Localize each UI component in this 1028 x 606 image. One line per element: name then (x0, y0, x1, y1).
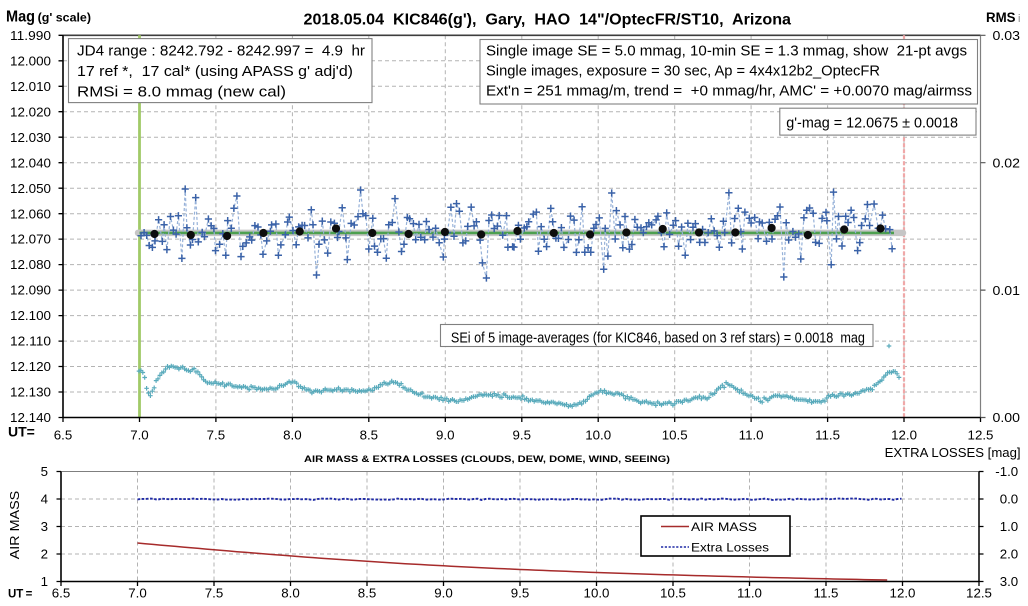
svg-text:5: 5 (41, 464, 48, 479)
svg-text:17 ref *, 17 cal* (using APAS: 17 ref *, 17 cal* (using APASS g' adj'd) (77, 64, 353, 80)
svg-text:7.0: 7.0 (130, 428, 149, 443)
svg-text:8.0: 8.0 (281, 586, 300, 601)
svg-text:g'-mag = 12.0675 ± 0.0018: g'-mag = 12.0675 ± 0.0018 (786, 116, 958, 132)
svg-text:12.120: 12.120 (10, 359, 51, 374)
svg-text:12.110: 12.110 (10, 334, 51, 349)
svg-text:12.5: 12.5 (968, 428, 994, 443)
svg-text:12.5: 12.5 (966, 586, 992, 601)
svg-text:11.5: 11.5 (814, 586, 839, 601)
svg-text:Extra Losses: Extra Losses (691, 541, 769, 555)
svg-text:EXTRA LOSSES [mag]: EXTRA LOSSES [mag] (885, 445, 1021, 460)
svg-text:AIR MASS & EXTRA LOSSES (CLOUD: AIR MASS & EXTRA LOSSES (CLOUDS, DEW, DO… (304, 454, 670, 465)
svg-text:12.100: 12.100 (10, 308, 51, 323)
svg-text:12.130: 12.130 (10, 385, 51, 400)
svg-text:8.0: 8.0 (283, 428, 302, 443)
svg-text:10.0: 10.0 (585, 428, 611, 443)
svg-text:Mag: Mag (6, 9, 35, 26)
svg-text:3: 3 (41, 519, 48, 534)
svg-text:12.030: 12.030 (10, 130, 51, 145)
svg-text:10.5: 10.5 (662, 428, 688, 443)
svg-text:12.140: 12.140 (10, 410, 51, 425)
svg-text:12.0: 12.0 (890, 586, 916, 601)
svg-text:12.000: 12.000 (10, 53, 51, 68)
svg-text:7.5: 7.5 (207, 428, 226, 443)
svg-text:7.5: 7.5 (205, 586, 224, 601)
svg-text:10.5: 10.5 (660, 586, 686, 601)
svg-text:8.5: 8.5 (358, 586, 377, 601)
svg-text:9.5: 9.5 (511, 586, 530, 601)
svg-text:11.0: 11.0 (739, 428, 764, 443)
svg-text:1: 1 (41, 574, 48, 589)
svg-text:1.0: 1.0 (1000, 519, 1019, 534)
svg-text:AIR MASS: AIR MASS (7, 491, 22, 560)
svg-text:3.0: 3.0 (1000, 574, 1019, 589)
svg-text:2.0: 2.0 (1000, 547, 1019, 562)
svg-text:-1.0: -1.0 (995, 464, 1018, 479)
svg-text:12.090: 12.090 (10, 283, 51, 298)
svg-text:Single image SE = 5.0 mmag, 10: Single image SE = 5.0 mmag, 10-min SE = … (486, 44, 967, 60)
svg-text:0.0: 0.0 (1000, 492, 1019, 507)
svg-text:0.03: 0.03 (993, 28, 1021, 43)
svg-text:12.0: 12.0 (891, 428, 917, 443)
svg-text:2: 2 (41, 547, 48, 562)
svg-text:Ext'n = 251 mmag/m, trend = +: Ext'n = 251 mmag/m, trend = +0 mmag/hr, … (486, 84, 972, 100)
svg-text:9.0: 9.0 (434, 586, 453, 601)
svg-text:2018.05.04 KIC846(g'), Gary,: 2018.05.04 KIC846(g'), Gary, HAO 14"/Opt… (304, 12, 792, 29)
svg-text:9.0: 9.0 (436, 428, 455, 443)
svg-text:12.050: 12.050 (10, 181, 51, 196)
svg-text:JD4 range : 8242.792 - 8242.99: JD4 range : 8242.792 - 8242.997 = 4.9 hr (77, 43, 365, 59)
svg-text:UT =: UT = (8, 589, 33, 601)
svg-text:RMS: RMS (986, 10, 1016, 25)
svg-text:11.990: 11.990 (10, 28, 51, 43)
svg-text:6.5: 6.5 (54, 428, 73, 443)
svg-text:7.0: 7.0 (128, 586, 147, 601)
svg-text:AIR MASS: AIR MASS (691, 520, 757, 534)
svg-text:(g' scale): (g' scale) (38, 11, 91, 25)
svg-text:9.5: 9.5 (513, 428, 532, 443)
svg-text:6.5: 6.5 (52, 586, 71, 601)
svg-text:i: i (1018, 13, 1020, 25)
svg-text:0.01: 0.01 (993, 283, 1021, 298)
svg-text:SEi of 5 image-averages (for K: SEi of 5 image-averages (for KIC846, bas… (451, 330, 865, 347)
svg-text:UT=: UT= (8, 424, 35, 440)
svg-text:Single images, exposure = 30 s: Single images, exposure = 30 sec, Ap = 4… (486, 64, 880, 80)
svg-text:12.060: 12.060 (10, 206, 51, 221)
svg-text:RMSi = 8.0 mmag (new cal): RMSi = 8.0 mmag (new cal) (77, 84, 286, 100)
svg-text:12.080: 12.080 (10, 257, 51, 272)
svg-text:0.00: 0.00 (993, 410, 1021, 425)
svg-text:11.0: 11.0 (737, 586, 762, 601)
svg-text:10.0: 10.0 (584, 586, 610, 601)
svg-text:4: 4 (41, 492, 48, 507)
svg-text:11.5: 11.5 (815, 428, 840, 443)
svg-text:12.040: 12.040 (10, 155, 51, 170)
svg-text:12.010: 12.010 (10, 79, 51, 94)
svg-text:12.020: 12.020 (10, 104, 51, 119)
svg-text:8.5: 8.5 (360, 428, 379, 443)
svg-text:0.02: 0.02 (993, 155, 1021, 170)
svg-text:12.070: 12.070 (10, 232, 51, 247)
